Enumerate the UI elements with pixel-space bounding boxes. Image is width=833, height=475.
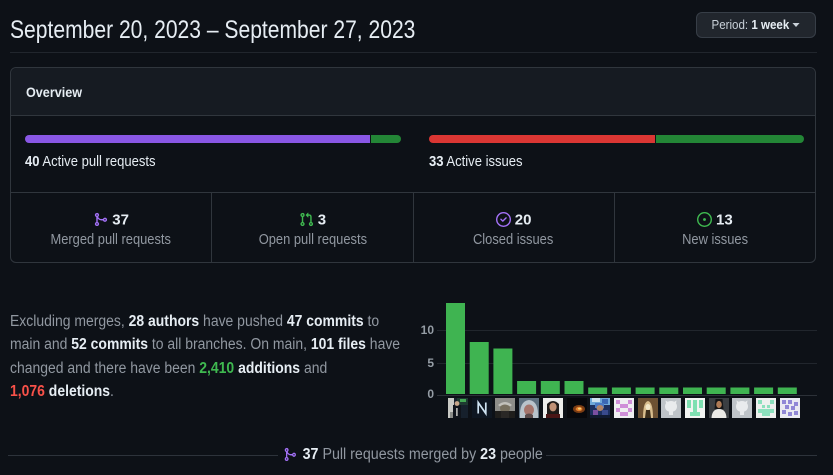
svg-text:5: 5 bbox=[427, 356, 434, 370]
svg-text:0: 0 bbox=[427, 387, 434, 401]
svg-text:10: 10 bbox=[421, 323, 435, 337]
